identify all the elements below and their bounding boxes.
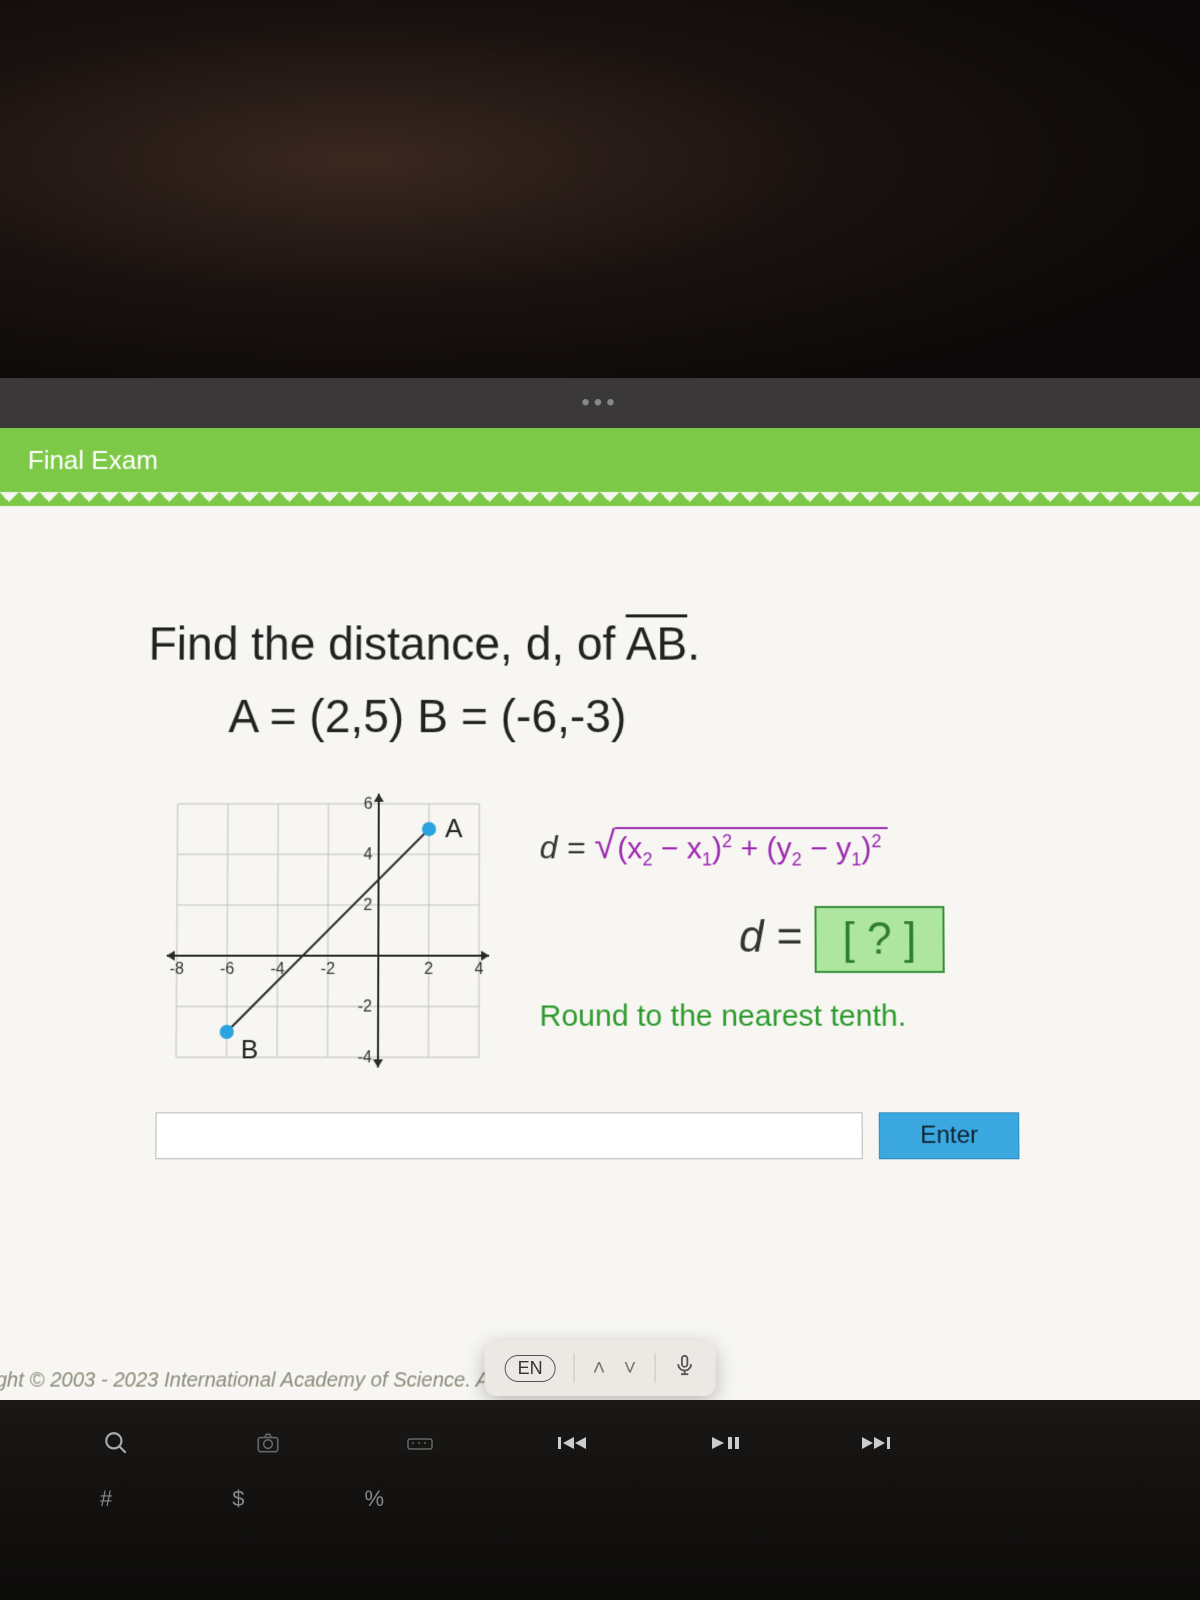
question-title-suffix: . — [687, 617, 700, 669]
formula-lhs: d = — [540, 829, 595, 865]
formula-radicand: (x2 − x1)2 + (y2 − y1)2 — [615, 827, 887, 872]
question-content: Find the distance, d, of AB. A = (2,5) B… — [0, 506, 1200, 1200]
svg-text:-2: -2 — [321, 961, 336, 978]
next-track-key-icon[interactable] — [860, 1430, 892, 1456]
toolbar-divider — [574, 1353, 575, 1383]
enter-button[interactable]: Enter — [879, 1112, 1020, 1159]
question-points: A = (2,5) B = (-6,-3) — [228, 689, 1142, 743]
question-title: Find the distance, d, of AB. — [148, 616, 1141, 670]
svg-text:6: 6 — [364, 796, 373, 813]
answer-box[interactable]: [ ? ] — [814, 906, 945, 973]
toolbar-divider — [654, 1353, 655, 1383]
dollar-key[interactable]: $ — [232, 1486, 244, 1512]
language-pill[interactable]: EN — [505, 1355, 556, 1382]
rounding-hint: Round to the nearest tenth. — [539, 1000, 1144, 1035]
play-pause-key-icon[interactable] — [708, 1430, 740, 1456]
photo-backdrop — [0, 0, 1200, 400]
svg-text:2: 2 — [363, 897, 372, 914]
answer-equation: d = [ ? ] — [540, 906, 1145, 973]
chevron-up-icon[interactable]: ˄ — [593, 1355, 606, 1381]
camera-key-icon[interactable] — [252, 1430, 284, 1456]
radical-icon: √ — [594, 827, 615, 865]
browser-address-bar[interactable]: ••• — [0, 378, 1200, 428]
keyboard-fn-row: # $ % — [0, 1400, 1200, 1600]
answer-input[interactable] — [155, 1112, 862, 1159]
svg-text:B: B — [241, 1034, 259, 1065]
prev-track-key-icon[interactable] — [556, 1430, 588, 1456]
torn-edge-decoration — [0, 492, 1200, 506]
ime-toolbar[interactable]: EN ˄ ˅ — [485, 1340, 716, 1396]
svg-text:4: 4 — [364, 846, 373, 863]
hash-key[interactable]: # — [100, 1486, 112, 1512]
svg-text:-8: -8 — [169, 961, 184, 978]
search-key-icon[interactable] — [100, 1430, 132, 1456]
microphone-icon[interactable] — [673, 1354, 695, 1382]
exam-page: Final Exam Find the distance, d, of AB. … — [0, 428, 1200, 1413]
percent-key[interactable]: % — [365, 1486, 385, 1512]
svg-text:-4: -4 — [358, 1049, 373, 1066]
svg-text:A: A — [445, 813, 463, 843]
svg-text:-6: -6 — [220, 961, 235, 978]
answer-lhs: d = — [739, 912, 814, 962]
question-title-prefix: Find the distance, d, of — [148, 617, 625, 669]
distance-formula: d = √ (x2 − x1)2 + (y2 − y1)2 — [540, 827, 1144, 872]
chevron-down-icon[interactable]: ˅ — [624, 1355, 637, 1381]
copyright-text: ght © 2003 - 2023 International Academy … — [0, 1369, 562, 1393]
address-ellipsis-icon: ••• — [581, 389, 618, 417]
exam-title: Final Exam — [28, 444, 158, 475]
keyboard-brightness-icon[interactable] — [404, 1430, 436, 1456]
coordinate-graph: -8-6-4-224-4-2246AB — [156, 784, 500, 1078]
segment-AB-overline: AB — [626, 617, 688, 669]
exam-header: Final Exam — [0, 428, 1200, 492]
formula-column: d = √ (x2 − x1)2 + (y2 − y1)2 d = [ ? ] … — [539, 827, 1144, 1034]
svg-text:-2: -2 — [358, 998, 373, 1015]
svg-text:2: 2 — [424, 961, 433, 978]
svg-text:4: 4 — [475, 961, 484, 978]
